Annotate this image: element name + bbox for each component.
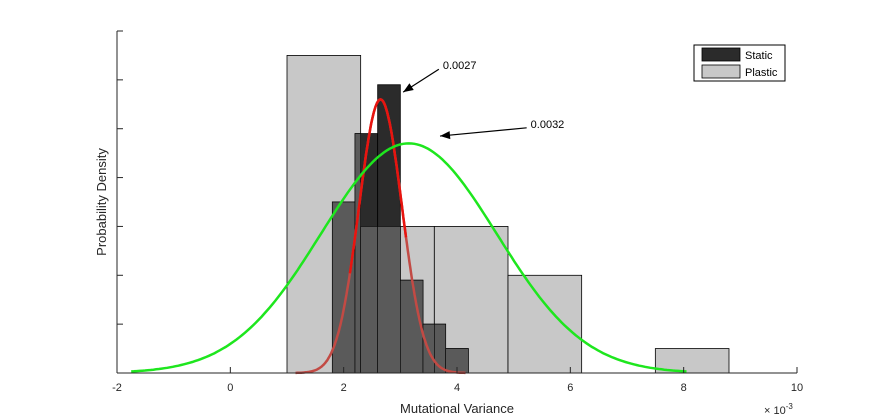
annotation-label: 0.0027 [443,60,477,72]
annotation-arrow-head [403,83,414,93]
annotation-label: 0.0032 [531,119,565,131]
legend-swatch-plastic [701,64,741,79]
axes: -2 0 2 4 6 8 10 [112,30,803,394]
legend: Static Plastic [693,44,786,82]
overlap-bar [354,133,361,374]
overlap-bar [332,201,356,374]
overlap-bar [400,279,424,374]
static-fit-curve-core [348,98,408,274]
x-tick-label: 0 [227,382,233,394]
plastic-fit-curve [131,142,687,373]
x-tick-label: 2 [341,382,347,394]
fit-curves [131,98,687,375]
annotations: 0.0027 0.0032 [402,60,565,140]
x-tick-label: 8 [681,382,687,394]
annotation-arrow-line [439,127,527,137]
y-axis-label: Probability Density [94,148,109,256]
x-tick-label: 10 [791,382,803,394]
overlap-bar [360,226,378,374]
x-tick-label: -2 [112,382,122,394]
legend-label-static: Static [745,50,773,62]
annotation-arrow-head [440,131,451,140]
x-exponent-label: × 10-3 [764,402,793,417]
x-axis-label: Mutational Variance [400,401,514,416]
plastic-bar [507,274,583,374]
legend-label-plastic: Plastic [745,67,778,79]
x-tick-label: 4 [454,382,460,394]
legend-swatch-static [701,47,741,62]
x-tick-label: 6 [567,382,573,394]
overlap-bar [377,226,401,374]
